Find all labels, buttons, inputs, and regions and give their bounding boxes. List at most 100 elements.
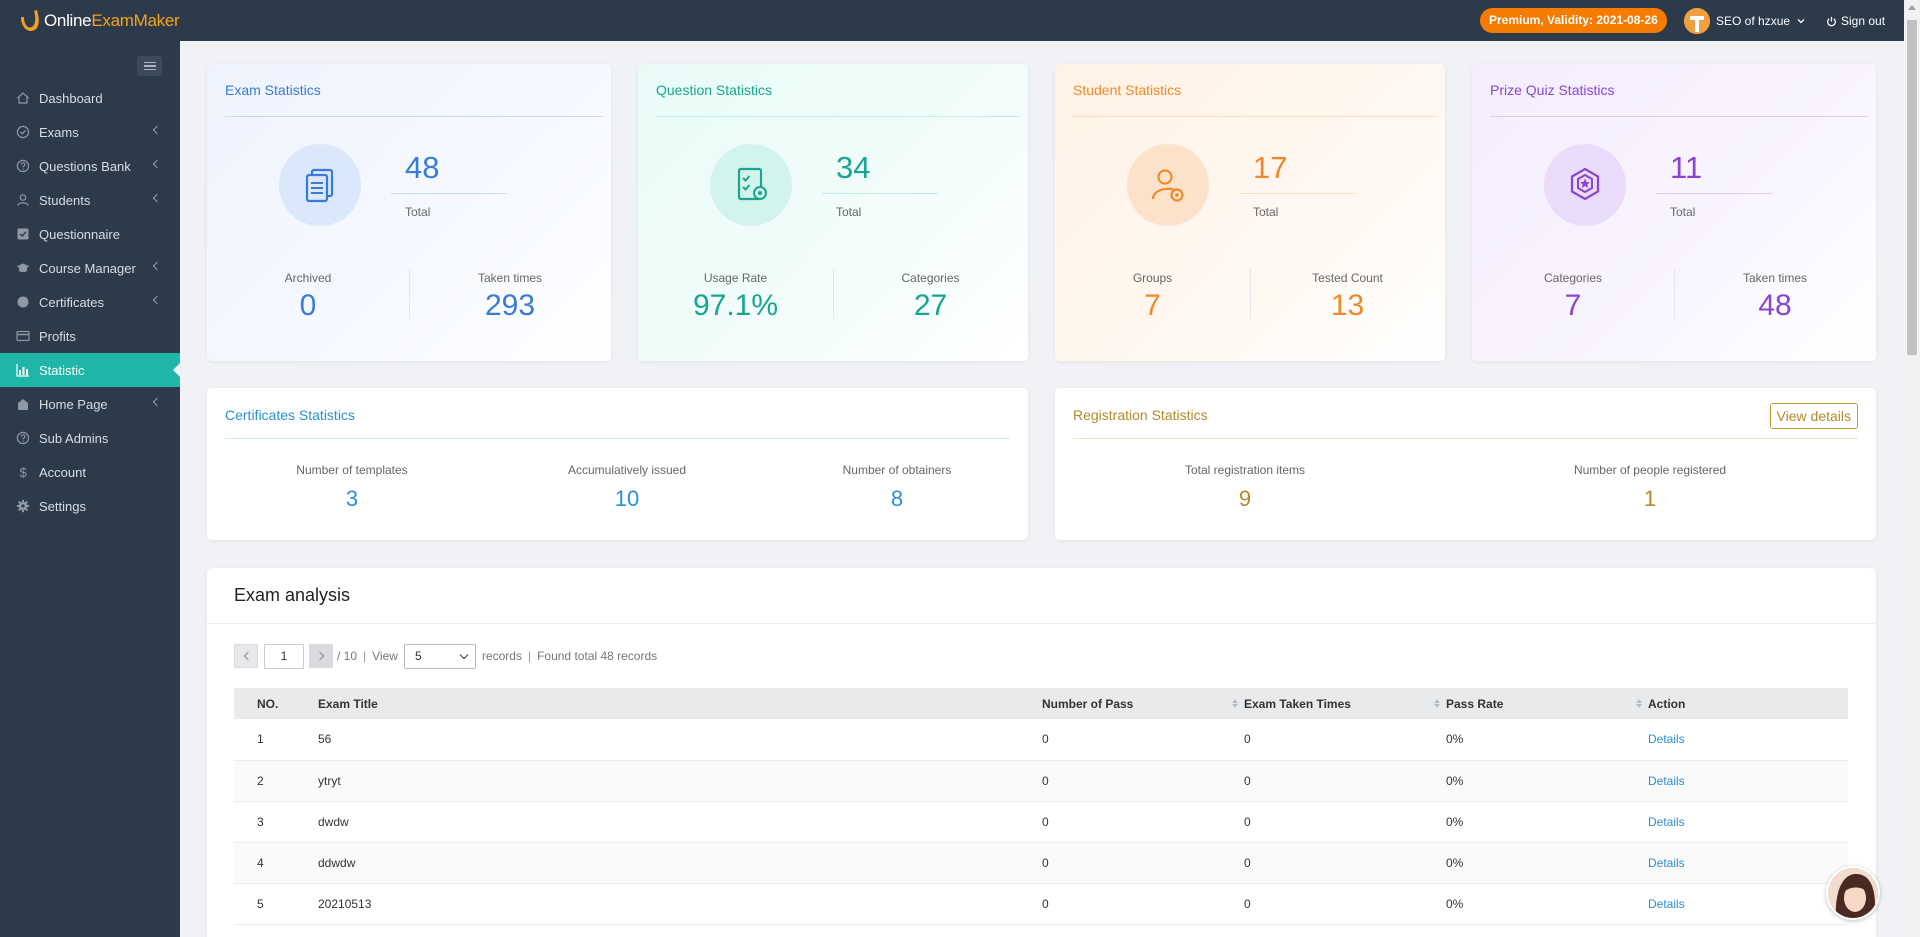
table-header-row: NO. Exam Title Number of Pass Exam Taken… <box>234 688 1848 719</box>
sidebar-item-home-page[interactable]: Home Page <box>0 387 180 421</box>
home-page-icon <box>18 399 28 410</box>
per-page-select[interactable]: 5 <box>403 643 476 669</box>
details-link[interactable]: Details <box>1648 732 1685 747</box>
cell-taken: 0 <box>1244 801 1446 843</box>
card-title: Certificates Statistics <box>225 407 355 423</box>
cell-title: 56 <box>318 719 1042 761</box>
card-title: Registration Statistics <box>1073 407 1208 423</box>
cell-no: 3 <box>234 801 318 843</box>
cell-no: 5 <box>234 883 318 925</box>
sidebar-item-label: Home Page <box>39 396 108 412</box>
avatar <box>1684 8 1710 34</box>
details-link[interactable]: Details <box>1648 814 1685 829</box>
exam-analysis-card: Exam analysis 1 / 10 | View 5 records | … <box>207 568 1876 937</box>
view-label: View <box>372 649 398 663</box>
sign-out-button[interactable]: Sign out <box>1826 14 1885 28</box>
records-label: records <box>481 649 522 663</box>
sidebar-item-students[interactable]: Students <box>0 183 180 217</box>
user-name: SEO of hzxue <box>1716 14 1791 28</box>
total-label: Total <box>836 205 862 219</box>
menu-toggle-button[interactable] <box>137 56 162 76</box>
cell-title: ddwdw <box>318 842 1042 884</box>
sort-icon[interactable] <box>1232 698 1240 710</box>
sidebar-item-dashboard[interactable]: Dashboard <box>0 81 180 115</box>
archived-stat: Archived 0 <box>284 271 332 322</box>
sidebar-item-statistic[interactable]: Statistic <box>0 353 181 387</box>
cell-title: 20210513 <box>318 883 1042 925</box>
logo-icon <box>18 7 42 35</box>
cell-taken: 0 <box>1244 883 1446 925</box>
exam-analysis-table: NO. Exam Title Number of Pass Exam Taken… <box>234 688 1848 925</box>
table-row: 5 20210513 0 0 0% Details <box>234 883 1848 925</box>
sidebar-item-label: Sub Admins <box>39 430 109 446</box>
col-pass-rate[interactable]: Pass Rate <box>1446 688 1648 719</box>
check-circle-icon <box>16 125 30 139</box>
view-details-button[interactable]: View details <box>1769 403 1858 429</box>
student-statistics-card: Student Statistics 17 Total Groups 7 Tes… <box>1055 64 1445 361</box>
home-icon <box>17 92 29 104</box>
categories-stat: Categories 7 <box>1543 271 1603 322</box>
cell-title: dwdw <box>318 801 1042 843</box>
question-circle-icon <box>16 431 30 445</box>
cell-taken: 0 <box>1244 842 1446 884</box>
badge-icon <box>17 296 29 308</box>
gear-icon <box>16 499 30 513</box>
cell-no: 1 <box>234 719 318 761</box>
sort-icon[interactable] <box>1434 698 1442 710</box>
brand-name: OnlineExamMaker <box>44 11 180 30</box>
cell-rate: 0% <box>1446 760 1648 802</box>
table-row: 1 56 0 0 0% Details <box>234 719 1848 761</box>
table-row: 4 ddwdw 0 0 0% Details <box>234 842 1848 884</box>
graduation-cap-icon <box>16 263 30 273</box>
details-link[interactable]: Details <box>1648 773 1685 788</box>
total-value: 48 <box>405 150 440 185</box>
chevron-down-icon <box>1797 19 1805 24</box>
sidebar-item-label: Course Manager <box>39 260 136 276</box>
cell-rate: 0% <box>1446 842 1648 884</box>
sidebar-item-course-manager[interactable]: Course Manager <box>0 251 180 285</box>
dollar-icon: $ <box>20 465 28 479</box>
total-value: 11 <box>1670 150 1703 185</box>
prize-medal-icon <box>1544 144 1626 226</box>
col-exam-title: Exam Title <box>318 688 1042 719</box>
sidebar-item-sub-admins[interactable]: Sub Admins <box>0 421 180 455</box>
details-link[interactable]: Details <box>1648 896 1685 911</box>
next-page-button[interactable] <box>309 644 333 668</box>
details-link[interactable]: Details <box>1648 855 1685 870</box>
scrollbar-thumb[interactable] <box>1907 20 1917 355</box>
support-chat-avatar[interactable] <box>1826 866 1880 920</box>
logo[interactable]: OnlineExamMaker <box>18 6 180 36</box>
sidebar-item-certificates[interactable]: Certificates <box>0 285 180 319</box>
col-exam-taken-times[interactable]: Exam Taken Times <box>1244 688 1446 719</box>
total-label: Total <box>1253 205 1279 219</box>
user-menu[interactable]: SEO of hzxue <box>1684 7 1806 35</box>
cell-pass: 0 <box>1042 883 1244 925</box>
sidebar-item-profits[interactable]: Profits <box>0 319 180 353</box>
card-title: Exam Statistics <box>225 82 321 98</box>
sidebar-item-exams[interactable]: Exams <box>0 115 180 149</box>
sidebar-item-questions-bank[interactable]: Questions Bank <box>0 149 180 183</box>
top-bar: OnlineExamMaker Premium, Validity: 2021-… <box>0 0 1920 41</box>
total-value: 17 <box>1253 150 1288 185</box>
bar-chart-icon <box>16 364 29 377</box>
page-scrollbar[interactable] <box>1904 0 1920 937</box>
prev-page-button[interactable] <box>234 644 258 668</box>
sidebar-item-account[interactable]: $ Account <box>0 455 180 489</box>
col-no: NO. <box>234 688 318 719</box>
cell-rate: 0% <box>1446 801 1648 843</box>
scroll-up-arrow[interactable] <box>1908 5 1916 10</box>
card-title: Student Statistics <box>1073 82 1182 98</box>
sidebar-item-settings[interactable]: Settings <box>0 489 180 523</box>
sidebar-item-questionnaire[interactable]: Questionnaire <box>0 217 180 251</box>
col-action: Action <box>1648 688 1848 719</box>
checkbox-icon <box>17 228 29 240</box>
col-number-of-pass[interactable]: Number of Pass <box>1042 688 1244 719</box>
usage-rate-stat: Usage Rate 97.1% <box>692 271 779 322</box>
page-input[interactable]: 1 <box>264 643 304 669</box>
student-gear-icon <box>1127 144 1209 226</box>
exam-document-icon <box>279 144 361 226</box>
question-circle-icon <box>16 159 30 173</box>
table-row: 2 ytryt 0 0 0% Details <box>234 760 1848 802</box>
sort-icon[interactable] <box>1636 698 1644 710</box>
page-count: / 10 <box>337 649 358 663</box>
